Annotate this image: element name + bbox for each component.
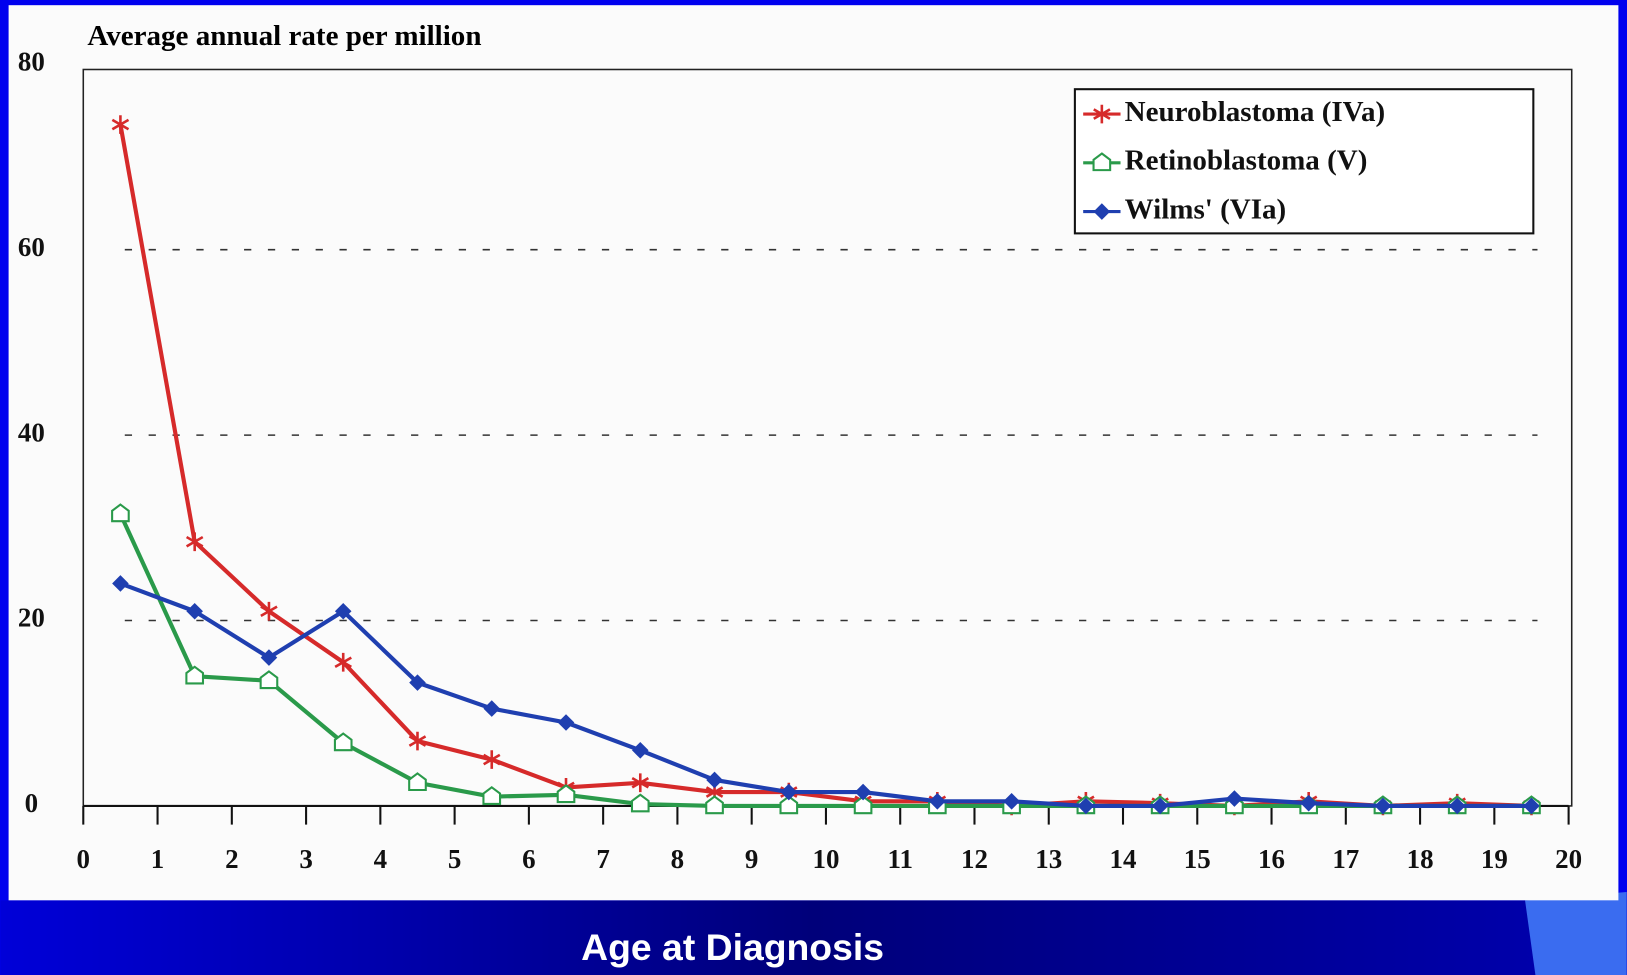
data-point — [111, 503, 130, 523]
series-line — [119, 581, 1532, 809]
legend: Neuroblastoma (IVa) Retinoblastoma (V) Wil… — [1073, 88, 1535, 235]
x-tick-label: 5 — [448, 844, 461, 874]
x-tick-label: 20 — [1555, 844, 1582, 874]
data-point — [1448, 797, 1466, 815]
x-tick-label: 7 — [596, 844, 609, 874]
data-point — [556, 784, 576, 804]
data-point — [482, 786, 502, 805]
y-tick-label: 0 — [25, 788, 38, 818]
data-point — [409, 674, 426, 691]
x-tick-label: 4 — [374, 844, 387, 874]
data-point — [333, 732, 353, 752]
bottom-band — [0, 900, 1627, 975]
legend-label: Wilms' (VIa) — [1125, 193, 1287, 225]
data-point — [334, 652, 352, 672]
data-point — [1300, 794, 1317, 812]
data-point — [631, 773, 650, 793]
data-point — [705, 795, 724, 815]
data-point — [1523, 797, 1540, 815]
y-tick-label: 40 — [18, 417, 45, 447]
x-tick-label: 9 — [745, 844, 758, 874]
data-point — [929, 792, 946, 810]
data-point — [260, 649, 278, 666]
x-tick-label: 12 — [961, 844, 988, 874]
data-point — [631, 742, 649, 759]
x-tick-label: 3 — [299, 844, 312, 874]
chart-title: Average annual rate per million — [87, 20, 481, 52]
x-tick-label: 14 — [1110, 844, 1137, 874]
data-point — [483, 750, 501, 769]
data-point — [1374, 797, 1392, 815]
legend-label: Retinoblastoma (V) — [1125, 145, 1368, 177]
x-tick-label: 0 — [77, 844, 90, 874]
x-tick-label: 18 — [1407, 844, 1434, 874]
data-point — [259, 670, 279, 690]
data-point — [408, 731, 427, 751]
y-tick-label: 80 — [18, 46, 45, 76]
data-point — [630, 793, 650, 813]
data-point — [1077, 797, 1095, 815]
x-tick-label: 19 — [1481, 844, 1508, 874]
legend-swatch-marker — [1092, 152, 1112, 172]
x-tick-label: 17 — [1332, 844, 1359, 874]
series-line — [118, 513, 1532, 809]
data-point — [780, 783, 798, 801]
y-tick-label: 20 — [18, 603, 45, 633]
data-point — [853, 795, 873, 815]
data-point — [483, 700, 501, 717]
data-point — [185, 532, 204, 552]
x-tick-label: 2 — [225, 844, 238, 874]
data-point — [408, 772, 427, 792]
legend-label: Neuroblastoma (IVa) — [1125, 96, 1386, 128]
x-tick-label: 1 — [151, 844, 164, 874]
data-point — [111, 115, 130, 134]
y-tick-label: 60 — [18, 232, 45, 262]
data-point — [1003, 792, 1020, 810]
legend-swatch-marker — [1093, 104, 1111, 124]
x-tick-label: 10 — [812, 844, 839, 874]
data-point — [260, 601, 278, 621]
data-point — [185, 665, 205, 685]
x-axis-label: Age at Diagnosis — [581, 926, 884, 968]
x-tick-label: 11 — [887, 844, 912, 874]
x-tick-label: 13 — [1035, 844, 1062, 874]
legend-swatch-marker — [1093, 203, 1111, 220]
x-tick-label: 16 — [1258, 844, 1285, 874]
corner-accent — [1525, 892, 1627, 975]
data-point — [112, 575, 129, 592]
legend-box — [1073, 88, 1535, 235]
x-tick-label: 6 — [522, 844, 535, 874]
x-tick-label: 15 — [1184, 844, 1211, 874]
data-point — [779, 795, 799, 815]
data-point — [1151, 797, 1169, 815]
data-point — [854, 783, 872, 801]
x-tick-label: 8 — [671, 844, 684, 874]
